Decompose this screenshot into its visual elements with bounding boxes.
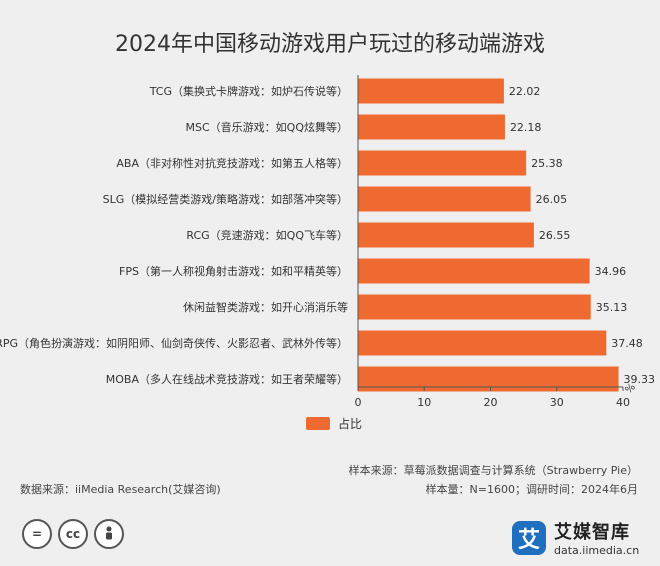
license-icons: = cc	[22, 519, 124, 549]
legend: 占比	[306, 415, 362, 432]
bar	[358, 258, 590, 284]
sample-size: 样本量：N=1600；调研时间：2024年6月	[425, 483, 638, 496]
bar	[358, 114, 505, 140]
by-person-icon	[94, 519, 124, 549]
bar-chart: TCG（集换式卡牌游戏：如炉石传说等） 22.02 MSC（音乐游戏：如QQ炫舞等）…	[0, 75, 656, 409]
legend-label: 占比	[338, 417, 363, 431]
brand: 艾 艾媒智库 data.iimedia.cn	[512, 518, 639, 557]
bar	[358, 294, 591, 320]
category-label: MOBA（多人在线战术竞技游戏：如王者荣耀等）	[106, 372, 348, 386]
value-label: 22.18	[510, 121, 542, 134]
value-label: 26.55	[539, 229, 571, 242]
bar	[358, 366, 619, 392]
x-tick-label: 0	[355, 396, 362, 409]
bar	[358, 330, 607, 356]
x-tick-label: 20	[484, 396, 498, 409]
category-label: MSC（音乐游戏：如QQ炫舞等）	[186, 120, 348, 134]
category-label: RPG（角色扮演游戏：如阴阳师、仙剑奇侠传、火影忍者、武林外传等）	[0, 336, 348, 350]
value-label: 22.02	[509, 85, 541, 98]
category-label: TCG（集换式卡牌游戏：如炉石传说等）	[149, 84, 348, 98]
category-label: FPS（第一人称视角射击游戏：如和平精英等）	[119, 264, 348, 278]
x-tick-label: 40	[616, 396, 630, 409]
brand-url: data.iimedia.cn	[554, 544, 640, 557]
value-label: 26.05	[536, 193, 568, 206]
value-label: 34.96	[595, 265, 627, 278]
x-tick-label: 10	[417, 396, 431, 409]
bar	[358, 186, 531, 212]
bar	[358, 78, 504, 104]
x-tick-label: 30	[550, 396, 564, 409]
brand-name: 艾媒智库	[554, 522, 630, 543]
brand-logo-icon: 艾	[512, 520, 546, 555]
legend-swatch	[306, 417, 330, 430]
category-label: 休闲益智类游戏：如开心消消乐等	[183, 300, 348, 314]
bar	[358, 150, 527, 176]
category-label: SLG（模拟经营类游戏/策略游戏：如部落冲突等）	[103, 192, 348, 206]
bar	[358, 222, 534, 248]
cc-icon: cc	[58, 519, 88, 549]
nd-icon: =	[22, 519, 52, 549]
value-label: 35.13	[596, 301, 628, 314]
value-label: 39.33	[624, 373, 656, 386]
chart-title: 2024年中国移动游戏用户玩过的移动端游戏	[115, 32, 545, 57]
value-label: 37.48	[611, 337, 643, 350]
value-label: 25.38	[531, 157, 563, 170]
data-source: 数据来源：iiMedia Research(艾媒咨询)	[20, 483, 221, 496]
sample-source: 样本来源：草莓派数据调查与计算系统（Strawberry Pie）	[348, 464, 638, 477]
category-label: ABA（非对称性对抗竞技游戏：如第五人格等）	[116, 156, 348, 170]
category-label: RCG（竞速游戏：如QQ飞车等）	[186, 228, 348, 242]
